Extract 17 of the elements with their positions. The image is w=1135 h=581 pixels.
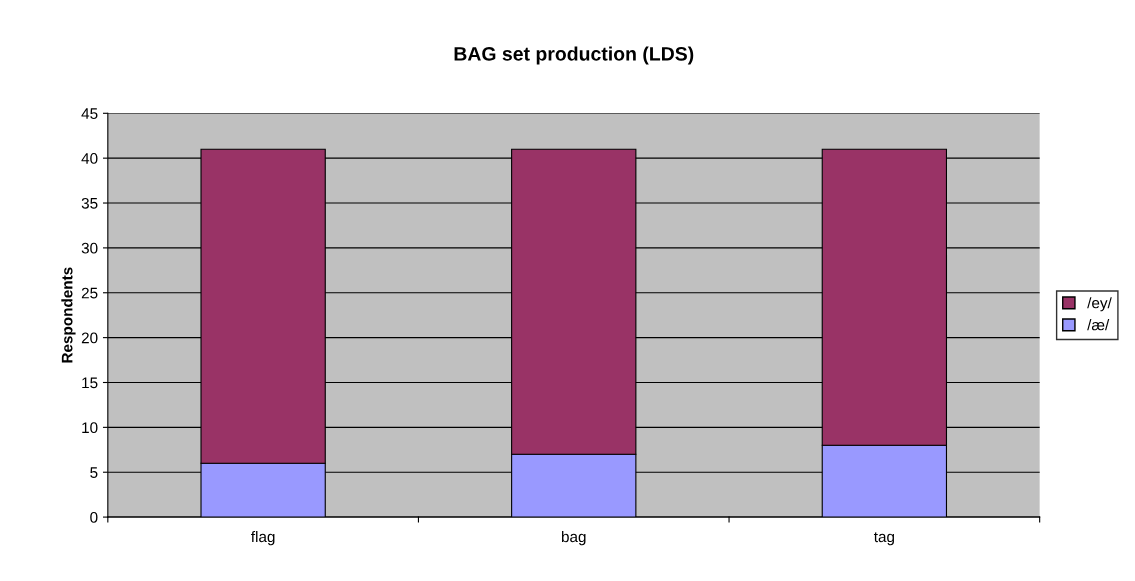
y-tick-label: 15 — [82, 377, 98, 389]
y-tick-label: 25 — [81, 287, 98, 299]
y-tick-label: 10 — [82, 422, 98, 434]
y-tick-label: 30 — [81, 242, 98, 254]
y-tick-label: 45 — [81, 108, 98, 119]
y-tick-label: 0 — [90, 511, 98, 523]
y-tick-label: 35 — [81, 197, 98, 209]
x-tick-label: tag — [873, 532, 894, 546]
y-tick-label: 5 — [90, 467, 98, 478]
legend-label: /ey/ — [1087, 297, 1112, 312]
y-tick-label: 40 — [81, 153, 98, 164]
y-axis-title: Respondents — [61, 267, 76, 363]
y-tick-label: 20 — [81, 332, 98, 344]
chart-title: BAG set production (LDS) — [454, 46, 694, 65]
x-tick-label: bag — [561, 530, 586, 546]
x-tick-label: flag — [251, 530, 275, 546]
legend-label: /æ/ — [1087, 319, 1110, 331]
